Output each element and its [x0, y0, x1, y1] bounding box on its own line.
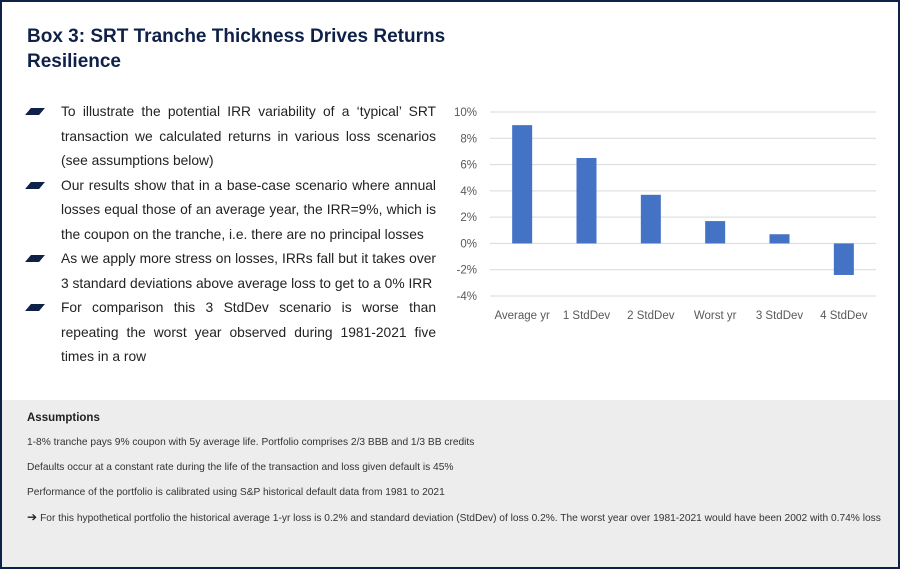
x-tick-label: Average yr: [494, 310, 550, 322]
assumption-line: 1-8% tranche pays 9% coupon with 5y aver…: [27, 437, 475, 448]
bullet-item: To illustrate the potential IRR variabil…: [25, 100, 436, 174]
bullet-text: To illustrate the potential IRR variabil…: [61, 104, 436, 168]
bar: [769, 234, 790, 244]
page-title: Box 3: SRT Tranche Thickness Drives Retu…: [27, 26, 446, 72]
bullet-marker-icon: [25, 304, 45, 311]
x-tick-label: 3 StdDev: [756, 310, 804, 322]
irr-bar-chart: 10% 8% 6% 4% 2% 0% -2% -4% Average yr 1 StdDev 2 S…: [454, 107, 876, 322]
bullet-item: Our results show that in a base-case sce…: [25, 174, 436, 248]
bar: [512, 125, 533, 244]
bar: [705, 221, 726, 244]
assumptions-panel: Assumptions 1-8% tranche pays 9% coupon …: [2, 400, 898, 567]
assumption-note-text: For this hypothetical portfolio the hist…: [40, 513, 881, 524]
y-tick-label: -2%: [457, 265, 477, 277]
bullet-list: To illustrate the potential IRR variabil…: [25, 100, 436, 370]
y-tick-label: -4%: [457, 291, 477, 303]
y-tick-label: 6%: [460, 160, 477, 172]
y-tick-label: 0%: [460, 238, 477, 250]
x-tick-label: Worst yr: [694, 310, 737, 322]
bullet-item: For comparison this 3 StdDev scenario is…: [25, 296, 436, 370]
assumption-note: ➔ For this hypothetical portfolio the his…: [27, 506, 887, 530]
assumptions-title: Assumptions: [27, 412, 100, 424]
y-tick-label: 10%: [454, 107, 477, 119]
assumption-line: Performance of the portfolio is calibrat…: [27, 487, 445, 498]
bullet-text: For comparison this 3 StdDev scenario is…: [61, 300, 436, 364]
bar: [833, 243, 854, 275]
x-tick-label: 1 StdDev: [563, 310, 611, 322]
bullet-text: As we apply more stress on losses, IRRs …: [61, 251, 436, 291]
bullet-text: Our results show that in a base-case sce…: [61, 177, 436, 242]
bullet-item: As we apply more stress on losses, IRRs …: [25, 247, 436, 296]
right-arrow-icon: ➔: [27, 510, 38, 524]
bar: [576, 158, 597, 244]
x-tick-label: 4 StdDev: [820, 310, 868, 322]
bullet-marker-icon: [25, 255, 45, 262]
bar: [640, 194, 661, 244]
y-tick-label: 4%: [460, 186, 477, 198]
bullet-marker-icon: [25, 108, 45, 115]
y-tick-label: 8%: [460, 133, 477, 145]
assumption-line: Defaults occur at a constant rate during…: [27, 462, 454, 473]
x-tick-label: 2 StdDev: [627, 310, 675, 322]
y-tick-label: 2%: [460, 212, 477, 224]
bullet-marker-icon: [25, 181, 45, 189]
